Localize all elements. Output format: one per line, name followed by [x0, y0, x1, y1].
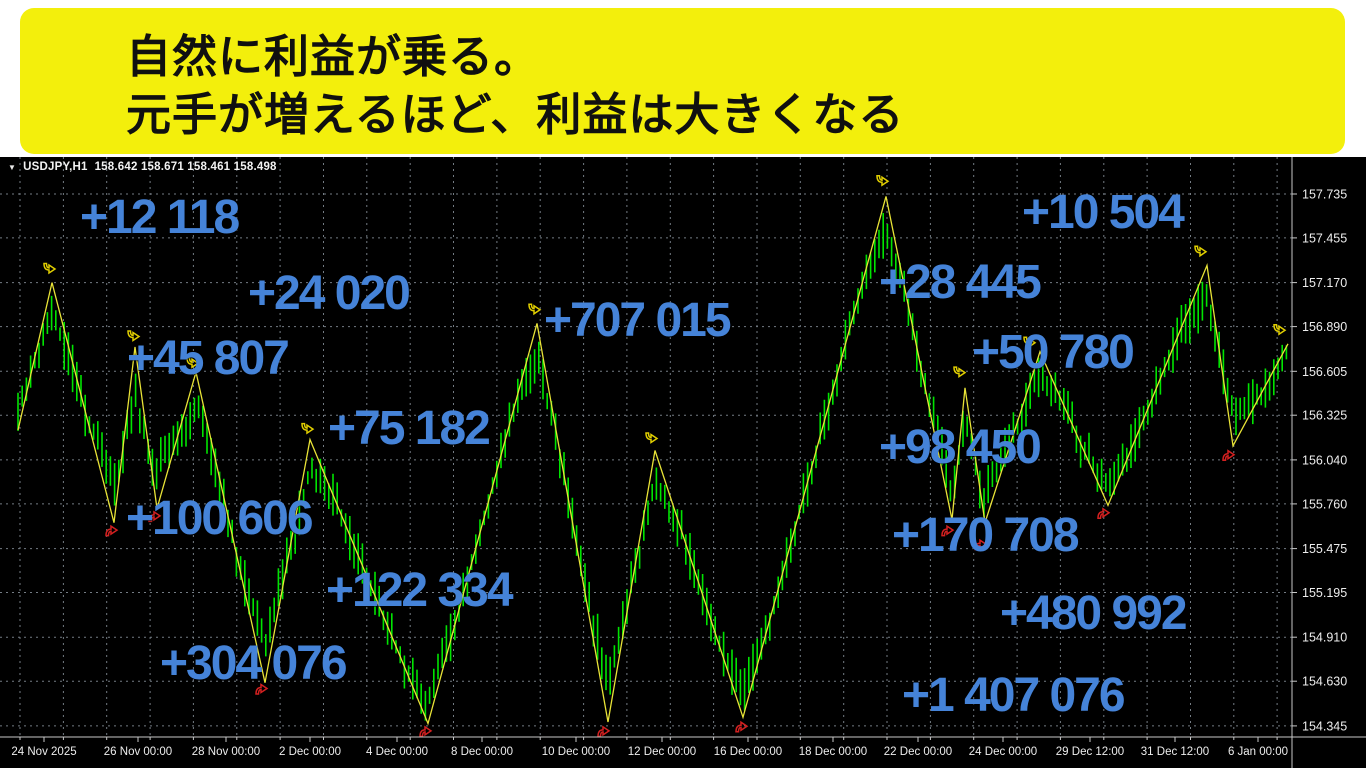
trading-chart-window[interactable]: 157.735 157.455 157.170 156.890 156.605 156.3…	[0, 157, 1366, 768]
profit-annotation: +75 182	[328, 402, 491, 455]
price-axis-label: 154.345	[1302, 719, 1347, 733]
profit-annotation: +98 450	[879, 421, 1042, 474]
time-axis-label: 31 Dec 12:00	[1141, 746, 1209, 758]
price-axis-label: 155.475	[1302, 542, 1347, 556]
profit-annotation: +10 504	[1022, 186, 1185, 239]
candlestick-series	[17, 213, 1288, 721]
time-axis-label: 28 Nov 00:00	[192, 746, 260, 758]
price-axis-label: 156.890	[1302, 320, 1347, 334]
symbol-toolbar[interactable]: ▼ USDJPY,H1 158.642 158.671 158.461 158.…	[8, 161, 277, 173]
price-axis-label: 155.760	[1302, 497, 1347, 511]
zigzag-indicator-line	[17, 196, 1289, 726]
time-axis-label: 4 Dec 00:00	[366, 746, 428, 758]
buy-arrow-icon	[148, 510, 162, 523]
time-axis-label: 12 Dec 00:00	[628, 746, 696, 758]
price-axis-label: 156.605	[1302, 365, 1347, 379]
chevron-down-icon[interactable]: ▼	[8, 162, 17, 172]
time-axis-label: 24 Dec 00:00	[969, 746, 1037, 758]
time-axis-minor-ticks	[19, 737, 1278, 740]
sell-arrow-icon	[528, 303, 542, 316]
profit-annotation: +50 780	[972, 326, 1135, 379]
sell-arrow-icon	[1273, 323, 1287, 336]
buy-arrow-icon	[597, 725, 611, 738]
buy-arrow-icon	[1222, 449, 1236, 461]
time-axis-label: 2 Dec 00:00	[279, 746, 341, 758]
time-axis-label: 18 Dec 00:00	[799, 746, 867, 758]
time-axis-label: 24 Nov 2025	[11, 746, 76, 758]
axis-separator-lines	[0, 157, 1366, 768]
price-chart-canvas[interactable]: 157.735 157.455 157.170 156.890 156.605 156.3…	[0, 157, 1366, 768]
profit-annotation: +12 118	[80, 191, 240, 244]
promo-banner: 自然に利益が乗る。 元手が増えるほど、利益は大きくなる	[20, 8, 1345, 154]
buy-arrow-icon	[105, 524, 119, 537]
price-axis-label: 155.195	[1302, 586, 1347, 600]
price-axis-label: 157.170	[1302, 276, 1347, 290]
profit-annotation: +100 606	[126, 492, 314, 545]
profit-annotation: +45 807	[127, 332, 290, 385]
buy-arrow-icon	[255, 683, 269, 695]
profit-annotation: +1 407 076	[902, 669, 1126, 722]
sell-arrow-icon	[301, 422, 315, 435]
sell-arrow-icon	[876, 174, 890, 187]
time-axis-label: 8 Dec 00:00	[451, 746, 513, 758]
sell-arrow-icon	[186, 356, 200, 369]
profit-annotation: +24 020	[248, 267, 411, 320]
price-axis-label: 157.735	[1302, 188, 1347, 202]
time-axis-label: 16 Dec 00:00	[714, 746, 782, 758]
buy-arrow-icon	[419, 725, 433, 738]
price-axis-label: 156.040	[1302, 453, 1347, 467]
sell-arrow-icon	[953, 366, 967, 379]
profit-annotation: +707 015	[544, 294, 732, 347]
price-axis-label: 157.455	[1302, 231, 1347, 245]
ohlc-quote-label: 158.642 158.671 158.461 158.498	[94, 161, 277, 173]
time-axis-label: 10 Dec 00:00	[542, 746, 610, 758]
buy-arrow-icon	[974, 538, 988, 551]
profit-annotation: +122 334	[326, 564, 514, 617]
banner-line-1: 自然に利益が乗る。	[126, 30, 541, 83]
grid-vertical-lines	[19, 157, 1278, 737]
sell-arrow-icon	[43, 262, 57, 275]
time-axis-label: 29 Dec 12:00	[1056, 746, 1124, 758]
price-axis-label: 154.630	[1302, 675, 1347, 689]
price-axis-label: 154.910	[1302, 631, 1347, 645]
banner-line-2: 元手が増えるほど、利益は大きくなる	[126, 88, 905, 141]
buy-arrow-icon	[1097, 507, 1111, 520]
profit-annotation: +480 992	[1000, 587, 1188, 640]
price-axis-label: 156.325	[1302, 409, 1347, 423]
time-axis-label: 22 Dec 00:00	[884, 746, 952, 758]
sell-arrow-icon	[1194, 245, 1208, 258]
buy-arrow-icon	[735, 720, 749, 733]
profit-annotation: +28 445	[879, 256, 1042, 309]
symbol-timeframe-label: USDJPY,H1	[23, 161, 88, 173]
time-axis-label: 26 Nov 00:00	[104, 746, 172, 758]
buy-arrow-icon	[941, 524, 955, 537]
time-axis-label: 6 Jan 00:00	[1228, 746, 1288, 758]
profit-annotation: +304 076	[160, 637, 348, 690]
sell-arrow-icon	[1023, 336, 1037, 349]
profit-annotation: +170 708	[892, 509, 1080, 562]
sell-arrow-icon	[645, 432, 659, 444]
sell-arrow-icon	[127, 330, 141, 342]
